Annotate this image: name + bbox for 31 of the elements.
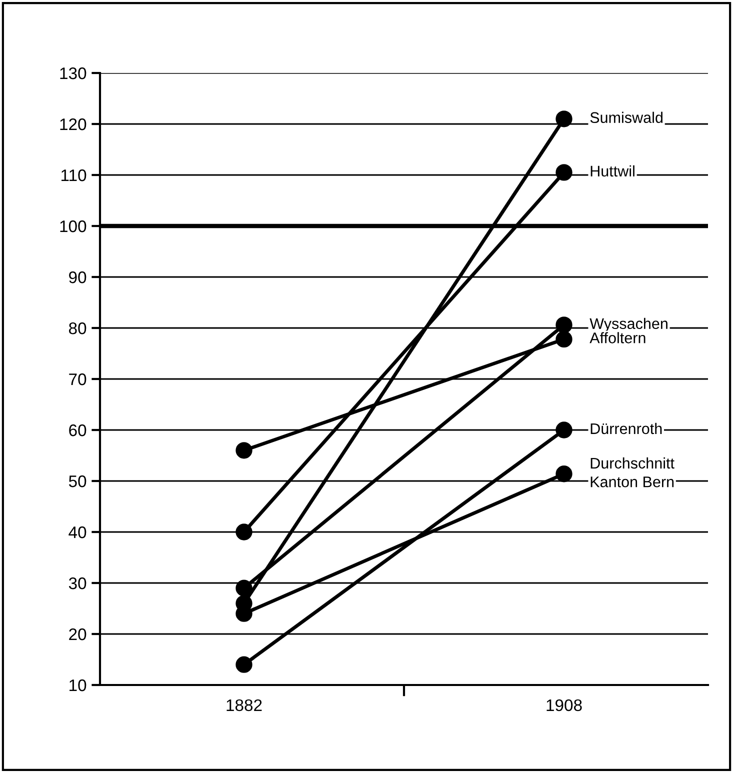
point (556, 330, 572, 348)
y-tick-label: 50 (68, 475, 86, 488)
x-tick-label: 1882 (226, 699, 262, 712)
y-tick-label: 20 (69, 628, 86, 640)
point (236, 580, 252, 596)
y-tick-label: 100 (60, 220, 86, 232)
x-tick-label: 1908 (546, 699, 582, 712)
y-tick-label: 90 (69, 271, 86, 284)
series-label: Wyssachen (590, 318, 668, 332)
point (236, 656, 252, 673)
point (556, 110, 572, 128)
point (236, 524, 252, 540)
series-label: Sumiswald (590, 112, 662, 123)
point (556, 466, 572, 482)
y-tick-label: 80 (68, 322, 86, 334)
y-tick-label: 120 (60, 118, 86, 130)
series-label: Huttwil (590, 165, 634, 177)
point (556, 422, 572, 438)
series-label: Affoltern (590, 332, 646, 344)
y-tick-label: 110 (62, 169, 86, 182)
point (556, 164, 572, 181)
y-tick-label: 130 (60, 67, 86, 80)
y-tick-label: 40 (68, 526, 86, 538)
point (236, 442, 252, 459)
y-tick-label: 30 (68, 577, 86, 590)
series-label: Durchschnitt Kanton Bern (590, 457, 674, 488)
y-tick-label: 10 (70, 679, 86, 692)
point (556, 316, 572, 334)
y-tick-label: 70 (69, 373, 86, 386)
y-tick-label: 60 (69, 424, 86, 436)
series-label: Dürrenroth (590, 422, 662, 434)
